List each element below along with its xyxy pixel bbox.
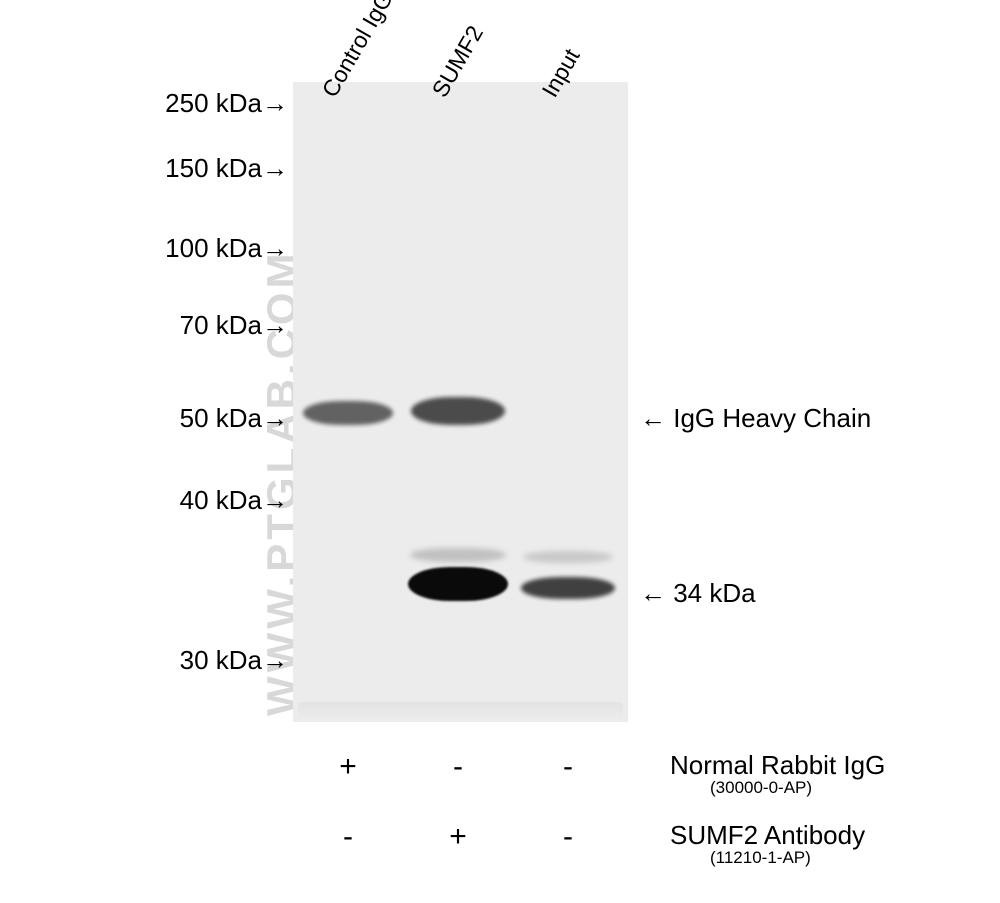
band-0 (303, 401, 393, 425)
mw-label-0: 250 kDa→ (100, 88, 288, 119)
mw-label-2: 100 kDa→ (100, 233, 288, 264)
band-annotation-1: ← 34 kDa (640, 578, 756, 609)
mw-label-6: 30 kDa→ (100, 645, 288, 676)
cond-label-1: SUMF2 Antibody (670, 820, 865, 851)
cond-mark-1-0: - (333, 820, 363, 854)
band-5 (521, 577, 615, 599)
cond-mark-1-2: - (553, 820, 583, 854)
cond-sublabel-0: (30000-0-AP) (710, 778, 812, 798)
cond-mark-0-1: - (443, 750, 473, 784)
cond-sublabel-1: (11210-1-AP) (710, 848, 811, 868)
mw-label-3: 70 kDa→ (100, 310, 288, 341)
blot-bottom-edge (298, 702, 623, 720)
band-2 (410, 548, 506, 562)
cond-mark-0-2: - (553, 750, 583, 784)
figure-container: WWW.PTGLAB.COM Control IgGSUMF2Input 250… (0, 0, 1000, 903)
cond-label-0: Normal Rabbit IgG (670, 750, 885, 781)
mw-label-5: 40 kDa→ (100, 485, 288, 516)
band-4 (523, 551, 613, 563)
band-annotation-0: ← IgG Heavy Chain (640, 403, 871, 434)
cond-mark-0-0: + (333, 750, 363, 784)
mw-label-4: 50 kDa→ (100, 403, 288, 434)
band-3 (408, 567, 508, 601)
mw-label-1: 150 kDa→ (100, 153, 288, 184)
cond-mark-1-1: + (443, 820, 473, 854)
band-1 (411, 397, 505, 425)
